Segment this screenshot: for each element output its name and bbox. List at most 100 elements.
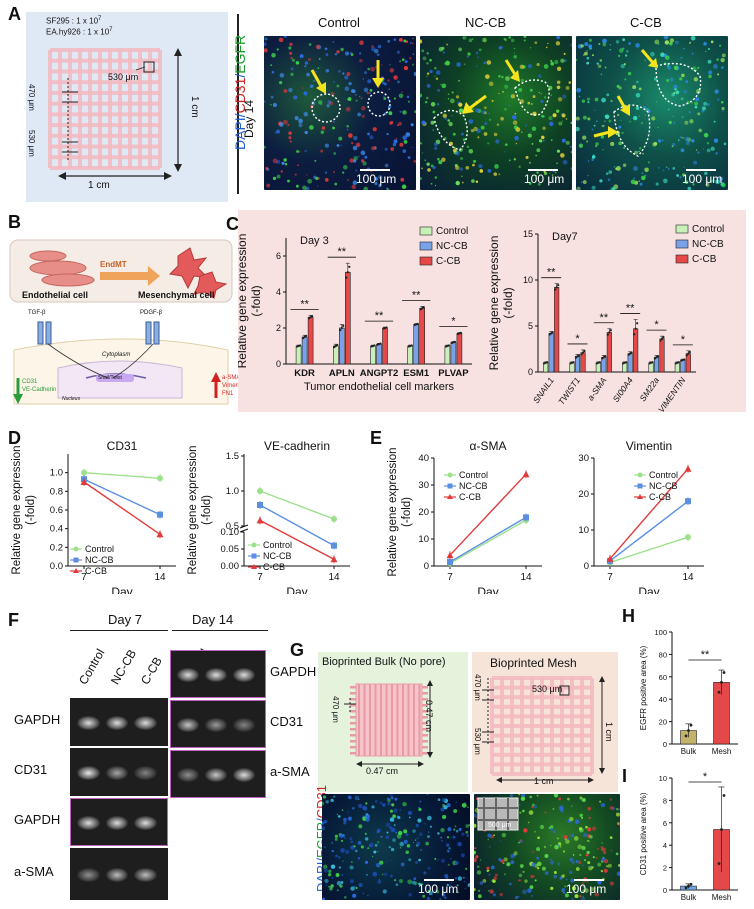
cell-dot xyxy=(693,77,699,82)
cell-dot xyxy=(407,879,413,885)
data-point xyxy=(379,342,382,345)
cell-dot xyxy=(535,175,538,177)
cell-dot xyxy=(477,136,480,139)
cell-dot xyxy=(610,141,615,146)
cell-dot xyxy=(504,143,508,147)
cell-dot xyxy=(577,844,583,850)
cell-dot xyxy=(456,62,461,67)
cell-dot xyxy=(430,101,436,107)
cell-dot xyxy=(306,174,308,176)
cell-dot xyxy=(551,174,554,176)
data-point xyxy=(722,671,726,674)
cell-dot xyxy=(330,864,336,869)
data-point xyxy=(609,329,612,332)
cell-dot xyxy=(564,893,569,898)
data-point xyxy=(689,723,693,727)
cell-dot xyxy=(329,101,334,106)
cell-dot xyxy=(666,62,669,65)
cell-dot xyxy=(570,43,572,47)
cell-dot xyxy=(400,177,405,182)
cell-dot xyxy=(721,106,725,111)
bulk-tooth xyxy=(350,740,356,743)
mesh-530b: 530 μm xyxy=(473,728,482,755)
y-tick-label: 0 xyxy=(276,359,281,369)
cell-dot xyxy=(398,37,403,42)
data-point xyxy=(157,511,163,518)
bar xyxy=(456,333,463,365)
cell-dot xyxy=(406,844,411,848)
cell-dot xyxy=(592,826,597,831)
cell-dot xyxy=(369,92,371,94)
cell-dot xyxy=(642,152,644,155)
cell-dot xyxy=(616,871,620,876)
legend-marker xyxy=(447,483,453,489)
cell-dot xyxy=(723,142,727,146)
cell-dot xyxy=(383,97,387,100)
micrograph-ccb: 100 μm xyxy=(576,36,728,190)
bulk-strand xyxy=(396,684,399,756)
cell-dot xyxy=(719,44,722,47)
cell-dot xyxy=(289,51,293,55)
cell-dot xyxy=(488,112,491,115)
cell-dot xyxy=(391,803,395,807)
cell-dot xyxy=(385,861,387,863)
bulk-strand xyxy=(363,684,366,756)
cell-dot xyxy=(536,847,541,852)
cell-dot xyxy=(406,95,410,99)
cell-dot xyxy=(556,66,562,72)
cell-dot xyxy=(341,874,344,876)
cell-dot xyxy=(536,171,539,174)
x-axis-label: Day xyxy=(286,585,307,594)
bar xyxy=(301,336,308,365)
cell-dot xyxy=(539,824,545,830)
cell-dot xyxy=(410,123,414,127)
category-label: SI00A4 xyxy=(611,375,635,404)
cell-dot xyxy=(344,86,350,92)
cell-dot xyxy=(361,105,366,111)
cell-dot xyxy=(596,847,600,850)
cell-dot xyxy=(569,857,574,862)
cell-dot xyxy=(695,97,700,102)
bulk-block xyxy=(355,683,423,757)
cell-dot xyxy=(304,149,307,153)
cell-dot xyxy=(721,66,724,69)
legend-marker xyxy=(637,494,643,499)
cell-dot xyxy=(582,135,587,140)
cell-dot xyxy=(534,41,538,45)
cell-dot xyxy=(513,851,518,856)
micrograph-bulk: 100 μm xyxy=(322,794,470,900)
row-label-left: CD31 xyxy=(14,762,48,777)
mesh-strand xyxy=(492,743,592,748)
cell-dot xyxy=(615,812,620,817)
mesh-strand xyxy=(50,166,160,170)
cell-dot xyxy=(458,47,462,52)
bulk-tooth xyxy=(422,740,428,743)
y-tick-label: 0 xyxy=(584,561,589,572)
data-point xyxy=(625,361,628,364)
dim-1cm-vertical: 1 cm xyxy=(189,96,200,118)
cell-dot xyxy=(549,825,554,829)
cell-dot xyxy=(462,876,465,879)
panel-label-b: B xyxy=(8,212,21,232)
cell-dot xyxy=(552,829,557,834)
y-tick-label: 4 xyxy=(663,841,667,850)
legend-label: NC-CB xyxy=(459,481,488,491)
cell-dot xyxy=(390,796,394,800)
cell-dot xyxy=(424,822,426,825)
cell-dot xyxy=(478,164,483,169)
cell-dot xyxy=(501,832,507,838)
y-axis-label-unit: (-fold) xyxy=(201,495,213,525)
cell-dot xyxy=(597,862,602,867)
micrograph-nccb: 100 μm xyxy=(420,36,572,190)
cell-dot xyxy=(587,101,590,104)
cell-dot xyxy=(467,52,471,56)
cell-dot xyxy=(694,101,698,106)
cell-dot xyxy=(348,82,352,86)
cell-dot xyxy=(399,110,402,113)
cell-dot xyxy=(374,48,379,54)
cell-dot xyxy=(401,58,405,62)
cell-dot xyxy=(338,856,341,859)
scale-bar-label: 100 μm xyxy=(418,882,459,896)
cell-dot xyxy=(609,798,613,801)
cell-dot xyxy=(484,121,488,126)
